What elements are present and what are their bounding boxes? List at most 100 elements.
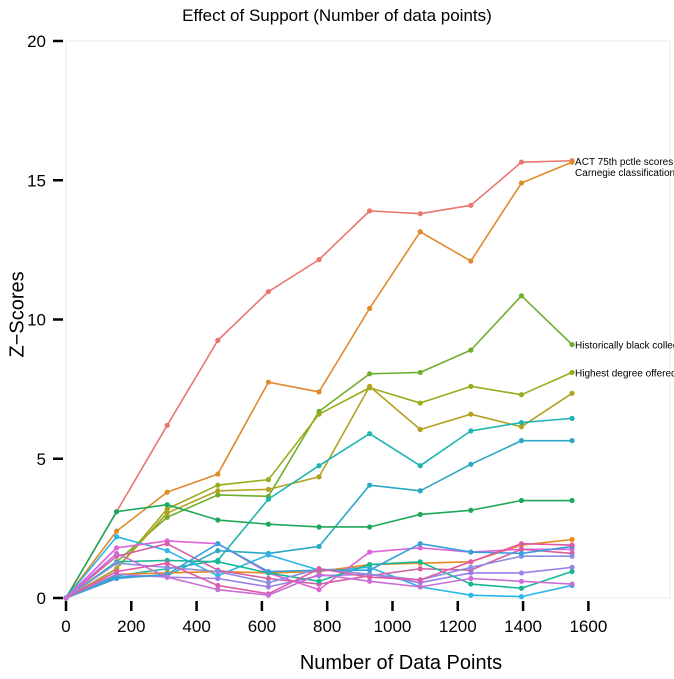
data-point	[114, 550, 120, 557]
data-point	[367, 578, 373, 584]
data-point	[164, 422, 170, 428]
data-point	[367, 567, 373, 573]
data-point	[468, 461, 474, 467]
x-tick-label: 600	[248, 617, 276, 636]
data-point	[215, 471, 221, 477]
data-point	[316, 474, 322, 480]
data-point	[518, 546, 525, 552]
data-point	[468, 559, 474, 565]
series-3	[63, 293, 575, 601]
annotation-label: Historically black college	[575, 341, 674, 352]
data-point	[367, 561, 373, 568]
data-point	[215, 568, 221, 575]
data-point	[518, 570, 525, 576]
data-point	[518, 438, 525, 444]
data-point	[417, 463, 423, 469]
data-point	[265, 379, 272, 385]
data-point	[468, 258, 474, 264]
data-point	[468, 383, 474, 389]
annotation-label: ACT 75th pctle scores	[575, 157, 673, 168]
data-point	[316, 389, 322, 395]
data-point	[518, 541, 525, 547]
data-point	[417, 584, 423, 590]
data-point	[367, 208, 373, 214]
data-point	[215, 337, 221, 343]
data-point	[114, 509, 120, 515]
data-point	[265, 584, 272, 590]
data-point	[316, 571, 322, 577]
x-axis-label: Number of Data Points	[299, 652, 503, 674]
data-point	[569, 415, 575, 421]
data-point	[265, 552, 272, 558]
data-point	[164, 506, 170, 512]
data-point	[63, 595, 69, 601]
data-point	[569, 497, 575, 504]
data-point	[265, 580, 272, 586]
data-point	[265, 575, 272, 582]
data-point	[316, 543, 322, 550]
data-point	[417, 211, 423, 217]
data-point	[367, 305, 373, 311]
data-point	[164, 502, 170, 508]
data-point	[569, 536, 575, 543]
data-point	[215, 548, 221, 554]
data-point	[367, 574, 373, 580]
data-point	[468, 202, 474, 208]
data-point	[468, 507, 474, 513]
series-5	[63, 383, 575, 601]
data-point	[164, 541, 170, 547]
data-point	[518, 180, 525, 186]
data-point	[367, 482, 373, 488]
series-18	[63, 550, 575, 601]
data-point	[114, 568, 120, 575]
data-point	[417, 566, 423, 572]
data-point	[316, 257, 322, 263]
series-1	[63, 158, 575, 601]
data-point	[164, 548, 170, 554]
data-point	[518, 424, 525, 430]
data-point	[518, 550, 525, 557]
data-point	[468, 411, 474, 417]
data-point	[316, 578, 322, 584]
data-point	[569, 159, 575, 165]
data-point	[367, 549, 373, 555]
data-point	[417, 488, 423, 494]
data-point	[468, 570, 474, 576]
series-4	[63, 369, 575, 601]
data-point	[316, 524, 322, 530]
y-tick-label: 10	[27, 311, 46, 330]
data-point	[518, 497, 525, 504]
y-tick-label: 15	[27, 171, 46, 190]
data-point	[569, 390, 575, 396]
data-point	[164, 510, 170, 516]
data-point	[164, 489, 170, 495]
x-tick-label: 1200	[439, 617, 477, 636]
data-point	[316, 411, 322, 417]
series-8	[63, 497, 575, 601]
y-tick-label: 0	[37, 589, 46, 608]
data-point	[367, 431, 373, 437]
data-point	[468, 564, 474, 570]
data-point	[114, 545, 120, 551]
data-point	[468, 592, 474, 598]
data-point	[569, 369, 575, 376]
data-point	[468, 428, 474, 434]
data-point	[417, 541, 423, 547]
data-point	[265, 521, 272, 527]
data-point	[215, 587, 221, 593]
data-point	[518, 392, 525, 398]
data-point	[367, 524, 373, 530]
data-point	[417, 229, 423, 235]
series-17	[63, 541, 575, 601]
annotation-label: Carnegie classification	[575, 168, 674, 179]
data-point	[164, 514, 170, 520]
data-point	[114, 560, 120, 566]
data-point	[215, 541, 221, 547]
data-point	[518, 594, 525, 600]
x-tick-label: 1400	[504, 617, 542, 636]
data-point	[114, 528, 120, 534]
data-point	[468, 575, 474, 582]
x-tick-label: 1600	[569, 617, 607, 636]
data-point	[316, 587, 322, 593]
data-point	[215, 492, 221, 498]
